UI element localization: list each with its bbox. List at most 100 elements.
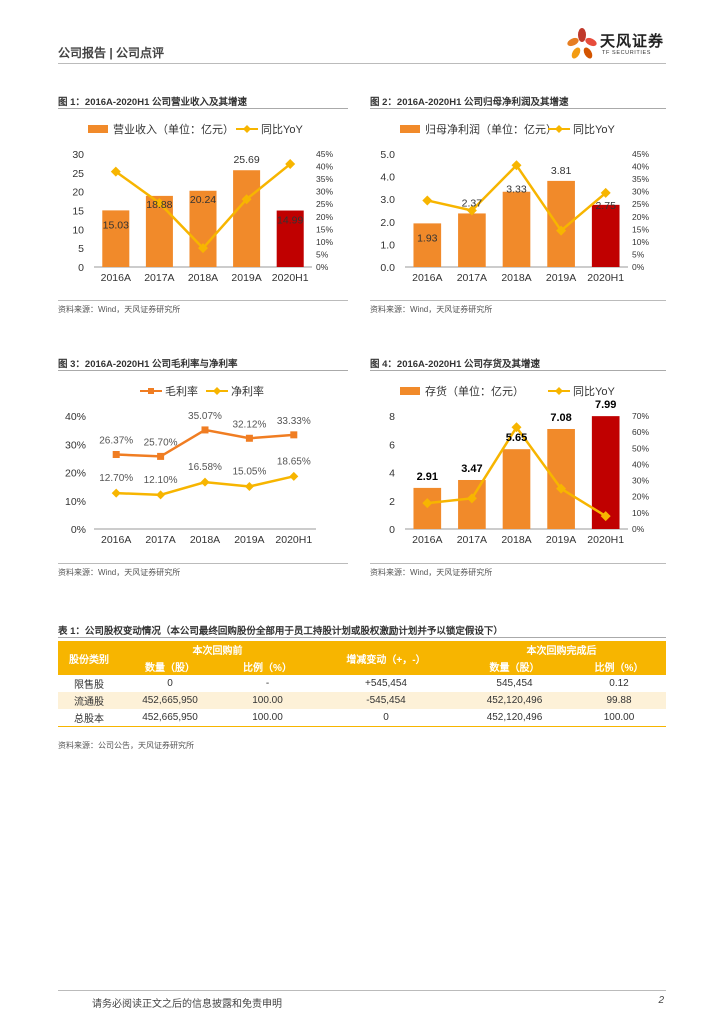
- y-tick-label: 20%: [65, 468, 86, 480]
- header-after-repurchase: 本次回购完成后: [457, 641, 666, 658]
- bar: [189, 190, 217, 267]
- yoy-point: [466, 493, 477, 504]
- data-label: 18.65%: [277, 456, 311, 467]
- x-tick-label: 2016A: [101, 272, 131, 284]
- legend-marker: [148, 388, 154, 394]
- table-1-top-rule: [58, 637, 666, 638]
- x-tick-label: 2020H1: [272, 272, 309, 284]
- y2-tick-label: 30%: [632, 187, 649, 197]
- y-tick-label: 5: [78, 243, 84, 255]
- figure-2-top-rule: [370, 108, 666, 109]
- bar: [547, 428, 575, 529]
- header-before-repurchase: 本次回购前: [120, 641, 315, 658]
- yoy-point: [600, 511, 611, 522]
- bar-value-label: 5.65: [506, 432, 527, 444]
- y2-tick-label: 45%: [316, 149, 333, 159]
- report-category: 公司报告 | 公司点评: [58, 46, 165, 60]
- x-tick-label: 2018A: [501, 272, 531, 284]
- data-label: 32.12%: [232, 419, 266, 430]
- legend-label: 归母净利润（单位：亿元）: [425, 122, 557, 136]
- y2-tick-label: 0%: [316, 262, 329, 272]
- y-tick-label: 30: [72, 149, 84, 161]
- table-1-source: 资料来源：公司公告，天风证券研究所: [58, 741, 194, 750]
- y2-tick-label: 40%: [632, 162, 649, 172]
- y-tick-label: 6: [389, 439, 395, 451]
- y-tick-label: 10: [72, 224, 84, 236]
- figure-4-bottom-rule: [370, 563, 666, 564]
- y2-tick-label: 0%: [632, 524, 645, 534]
- net-margin-point: [156, 490, 166, 500]
- page-number: 2: [658, 995, 664, 1006]
- y2-tick-label: 20%: [632, 492, 649, 502]
- y-tick-label: 25: [72, 168, 84, 180]
- header-quantity-before: 数量（股）: [120, 658, 220, 675]
- legend-label: 同比YoY: [573, 385, 615, 398]
- y-tick-label: 4: [389, 468, 395, 480]
- bar: [502, 191, 531, 267]
- bar: [502, 449, 531, 529]
- yoy-point: [154, 197, 165, 208]
- y-tick-label: 3.0: [380, 194, 395, 206]
- figure-3-bottom-rule: [58, 563, 348, 564]
- inventory-chart: 存货（单位：亿元） 同比YoY 0 2 4 6 8 0% 10% 20% 30% 40% 50% 60% 7…: [389, 384, 649, 546]
- bar-value-label: 7.08: [550, 412, 571, 424]
- bar: [458, 479, 486, 529]
- y-tick-label: 20: [72, 187, 84, 199]
- bar-value-label: 14.99: [277, 215, 303, 227]
- disclaimer-note: 请务必阅读正文之后的信息披露和免责申明: [92, 999, 282, 1010]
- x-tick-label: 2017A: [144, 272, 174, 284]
- row-ratio-before: 100.00: [220, 692, 315, 709]
- net-margin-point: [244, 481, 254, 491]
- x-tick-label: 2020H1: [275, 534, 312, 546]
- yoy-point: [466, 205, 477, 216]
- bar-value-label: 15.03: [103, 219, 129, 231]
- legend-label: 毛利率: [165, 384, 198, 398]
- legend-label: 同比YoY: [261, 123, 303, 136]
- net-margin-point: [111, 488, 121, 498]
- data-label: 12.70%: [99, 473, 133, 484]
- data-label: 12.10%: [144, 475, 178, 486]
- legend-marker: [243, 125, 251, 133]
- gross-margin-point: [245, 434, 253, 442]
- row-change: -545,454: [315, 692, 457, 709]
- y-tick-label: 0%: [71, 524, 86, 536]
- row-change: 0: [315, 709, 457, 727]
- y2-tick-label: 15%: [316, 224, 333, 234]
- y-tick-label: 0: [389, 524, 395, 536]
- figure-1-top-rule: [58, 108, 348, 109]
- bar-value-label: 3.33: [506, 184, 527, 196]
- yoy-point: [556, 225, 567, 236]
- data-label: 35.07%: [188, 411, 222, 422]
- margin-chart: 毛利率 净利率 0% 10% 20% 30% 40% 2016A 2017A 2018A 2019A…: [65, 384, 316, 546]
- legend-marker: [555, 387, 563, 395]
- data-label: 33.33%: [277, 416, 311, 427]
- x-tick-label: 2017A: [145, 534, 175, 546]
- row-qty-after: 452,120,496: [457, 692, 572, 709]
- yoy-point: [600, 187, 611, 198]
- bar-value-label: 3.81: [551, 165, 572, 177]
- row-ratio-before: 100.00: [220, 709, 315, 727]
- footer-divider: [58, 990, 666, 991]
- y2-tick-label: 25%: [316, 199, 333, 209]
- y2-tick-label: 0%: [632, 262, 645, 272]
- y2-tick-label: 30%: [316, 187, 333, 197]
- bar: [413, 487, 442, 529]
- y2-tick-label: 25%: [632, 199, 649, 209]
- y2-tick-label: 10%: [632, 237, 649, 247]
- legend-marker: [555, 125, 563, 133]
- figure-3-title: 图 3：2016A-2020H1 公司毛利率与净利率: [58, 359, 238, 370]
- gross-margin-point: [112, 451, 120, 459]
- data-label: 25.70%: [144, 437, 178, 448]
- y2-tick-label: 20%: [632, 212, 649, 222]
- figure-4-source: 资料来源：Wind，天风证券研究所: [370, 568, 493, 577]
- row-qty-after: 545,454: [496, 678, 533, 689]
- bar: [458, 213, 486, 267]
- y2-tick-label: 60%: [632, 427, 649, 437]
- row-ratio-before: -: [265, 678, 270, 689]
- figure-2-source: 资料来源：Wind，天风证券研究所: [370, 305, 493, 314]
- legend-label: 同比YoY: [573, 123, 615, 136]
- brand-name: 天风证券: [600, 33, 665, 50]
- equity-change-table: 股份类别 本次回购前 增减变动（+，-） 本次回购完成后 数量（股） 比例（%）…: [58, 641, 666, 727]
- figure-1-title: 图 1：2016A-2020H1 公司营业收入及其增速: [58, 97, 247, 108]
- yoy-point: [511, 422, 522, 433]
